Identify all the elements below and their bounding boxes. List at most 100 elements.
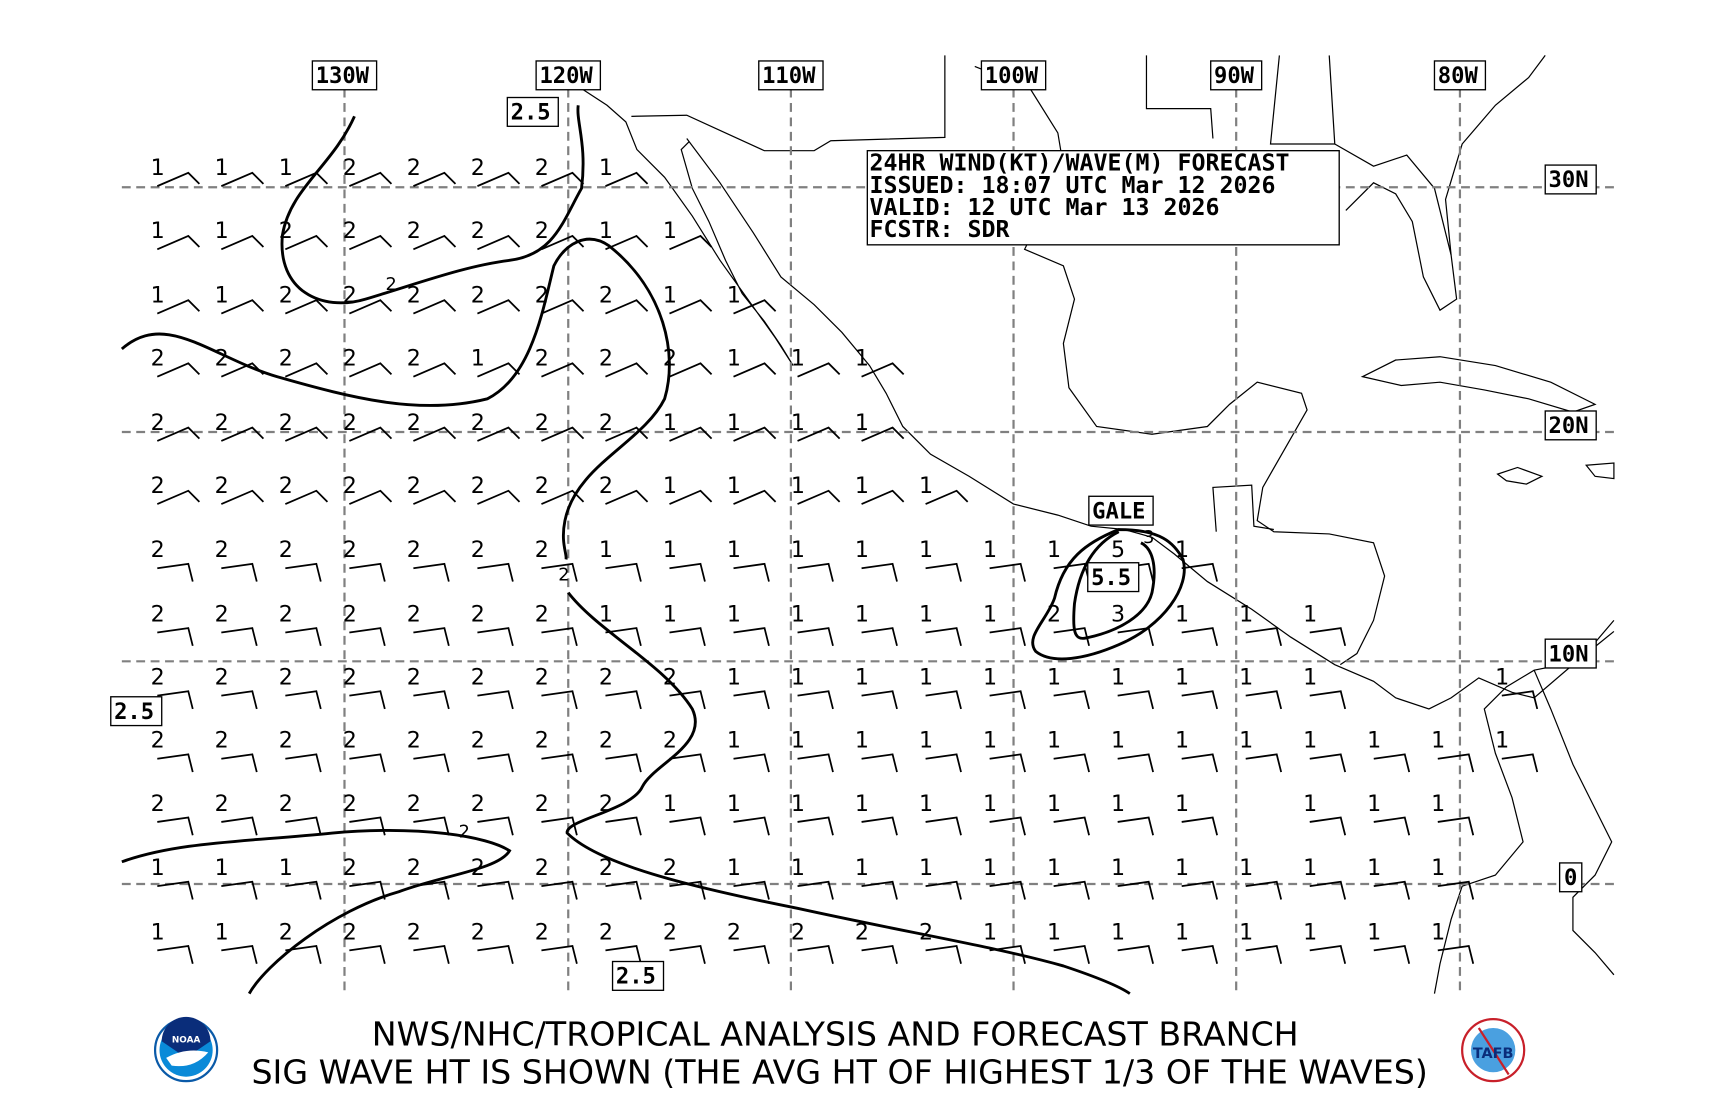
wind-barb [925,753,962,773]
wind-barb [349,816,386,836]
wave-height-value: 2 [535,728,549,754]
texas-border [1145,55,1214,139]
wave-height-value: 1 [919,665,933,691]
wind-barb [349,753,386,773]
wind-barb [349,880,386,900]
us-atlantic-coast [1444,55,1546,255]
wind-barb [221,562,258,582]
wind-barb [669,234,713,251]
wind-barb [285,627,322,647]
wind-barb [541,562,578,582]
wind-barb [1181,816,1218,836]
wave-height-value: 2 [599,410,613,436]
wave-height-value: 2 [407,791,421,817]
svg-text:130W: 130W [316,63,370,89]
wave-height-value: 2 [663,919,677,945]
contour-3m-gale [1031,528,1186,661]
wind-barb [477,627,514,647]
wind-barb [284,362,329,378]
wind-barb [285,562,322,582]
wave-height-value: 1 [599,601,613,627]
wave-height-value: 2 [407,919,421,945]
wave-height-value: 2 [471,855,485,881]
wave-height-value: 1 [855,473,869,499]
wind-barb [541,816,578,836]
forecast-title-box: 24HR WIND(KT)/WAVE(M) FORECAST ISSUED: 1… [866,150,1340,246]
us-gulf-east-coast [1334,143,1458,312]
wind-barb [477,816,514,836]
wind-barb [925,945,962,964]
wave-height-value: 2 [535,791,549,817]
wind-barb [284,489,329,505]
wave-height-value: 2 [791,919,805,945]
wave-height-value: 1 [663,601,677,627]
wave-height-value: 1 [1303,791,1317,817]
wind-barb [1309,945,1347,964]
cuba [1360,356,1597,413]
wind-barb [669,362,713,378]
title-line: 24HR WIND(KT)/WAVE(M) FORECAST [870,150,1290,177]
svg-text:80W: 80W [1438,63,1479,89]
wave-height-value: 2 [279,410,293,436]
wave-height-value: 1 [1303,601,1317,627]
wind-barb [220,426,265,442]
wave-height-value: 1 [215,855,229,881]
wave-height-value: 1 [727,346,741,372]
svg-text:GALE: GALE [1092,498,1145,524]
wind-barb [669,690,706,710]
wave-height-stations: 1 1 1 2 2 2 2 1 1 1 2 2 2 2 2 1 1 1 1 2 2 2 2 2 2 1 1 2 2 2 2 2 1 2 2 2 1 1 1 2… [151,155,1539,964]
footer-line-1: NWS/NHC/TROPICAL ANALYSIS AND FORECAST B… [372,1015,1299,1054]
wave-height-value: 2 [215,601,229,627]
wave-height-value: 1 [919,601,933,627]
wind-barb [989,753,1026,773]
wind-barb [861,690,898,710]
wind-barb [1437,945,1475,964]
contour-label: 3 [1143,528,1154,548]
wind-barb [477,880,514,900]
wave-height-value: 2 [535,282,549,308]
wind-barb [1309,690,1347,710]
wave-height-value: 1 [599,537,613,563]
wind-barb [477,234,521,251]
wave-height-value: 1 [919,473,933,499]
wind-barb [220,489,265,505]
wave-height-value: 1 [791,537,805,563]
wave-height-value: 2 [407,473,421,499]
wind-barb [669,489,713,505]
wave-height-value: 1 [151,855,165,881]
wind-barb [1053,816,1090,836]
wave-height-value: 2 [535,855,549,881]
svg-text:30N: 30N [1549,167,1589,193]
wave-height-value: 2 [727,919,741,945]
wave-height-value: 1 [791,346,805,372]
wind-barb [861,816,898,836]
wave-height-value: 2 [471,601,485,627]
contour-label: 2 [558,565,569,585]
wave-height-value: 2 [279,791,293,817]
svg-text:90W: 90W [1214,63,1255,89]
wind-barb [477,690,514,710]
wave-height-value: 1 [855,728,869,754]
wave-height-value: 1 [1111,791,1125,817]
wind-barb [605,562,642,582]
wind-barb [413,753,450,773]
wave-height-value: 2 [151,728,165,754]
wave-height-value: 1 [855,855,869,881]
wind-barb [861,426,905,442]
lon-label-90w: 90W [1210,60,1263,91]
wave-height-value: 1 [855,665,869,691]
lat-label-20n: 20N [1544,410,1597,441]
wave-height-value: 1 [1111,728,1125,754]
wave-height-value: 1 [151,155,165,181]
wave-height-value: 1 [471,346,485,372]
wind-barb [220,171,265,187]
wave-height-value: 1 [1303,855,1317,881]
svg-text:110W: 110W [762,63,816,89]
wave-height-value: 2 [343,155,357,181]
wind-barb [1117,880,1154,900]
wind-barb [156,362,201,378]
wave-height-value: 1 [1047,855,1061,881]
wave-height-value: 1 [663,791,677,817]
wave-height-value: 1 [791,855,805,881]
wave-height-value: 2 [663,728,677,754]
